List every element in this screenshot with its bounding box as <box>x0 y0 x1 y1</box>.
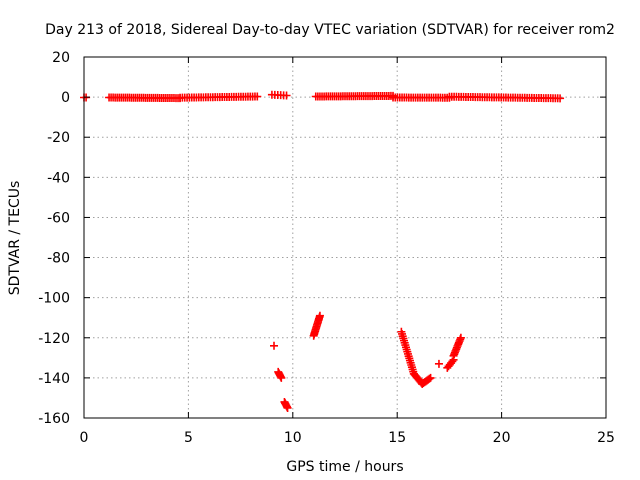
y-tick-label: -140 <box>38 371 70 387</box>
data-point <box>425 374 434 383</box>
data-point <box>253 92 262 101</box>
y-tick-label: -80 <box>47 251 70 267</box>
x-tick-labels: 0 5 10 15 20 25 <box>80 430 615 446</box>
data-point <box>270 341 279 350</box>
grid-lines <box>84 57 606 418</box>
data-point <box>315 311 324 320</box>
chart-title: Day 213 of 2018, Sidereal Day-to-day VTE… <box>45 22 615 38</box>
x-axis-label: GPS time / hours <box>286 459 403 475</box>
data-point <box>426 373 435 382</box>
data-point <box>283 403 292 412</box>
x-tick-label: 15 <box>388 430 406 446</box>
x-tick-label: 25 <box>597 430 615 446</box>
data-point <box>456 333 465 342</box>
x-tick-label: 0 <box>80 430 89 446</box>
data-point <box>282 91 291 100</box>
data-points <box>80 90 565 412</box>
y-tick-label: -40 <box>47 170 70 186</box>
x-tick-label: 20 <box>493 430 511 446</box>
y-tick-labels: 20 0 -20 -40 -60 -80 -100 -120 -140 -160 <box>38 50 70 427</box>
y-tick-label: -60 <box>47 210 70 226</box>
data-point <box>448 357 457 366</box>
data-point <box>556 94 565 103</box>
y-tick-label: -160 <box>38 411 70 427</box>
y-axis-label: SDTVAR / TECUs <box>7 181 23 296</box>
axis-ticks <box>83 56 607 419</box>
y-tick-label: 0 <box>61 90 70 106</box>
y-tick-label: 20 <box>52 50 70 66</box>
data-point <box>277 373 286 382</box>
y-tick-label: -120 <box>38 331 70 347</box>
y-tick-label: -100 <box>38 291 70 307</box>
y-tick-label: -20 <box>47 130 70 146</box>
plot-frame <box>83 56 607 419</box>
x-tick-label: 10 <box>284 430 302 446</box>
data-point <box>434 359 443 368</box>
x-tick-label: 5 <box>184 430 193 446</box>
